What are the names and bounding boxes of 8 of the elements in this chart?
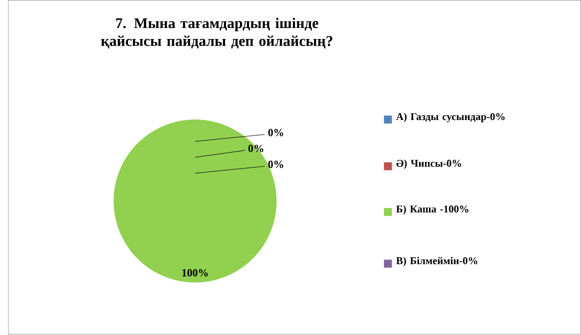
legend-label: Б) Каша -100% <box>396 205 468 215</box>
legend-label: А) Газды сусындар-0% <box>396 113 505 122</box>
data-label: 100% <box>182 269 208 277</box>
chart-title: 7. Мына тағамдардың ішінде қайсысы пайдалы деп ойлайсың? <box>101 18 332 49</box>
text: 0% <box>268 160 284 168</box>
legend-label: В) Білмеймін-0% <box>396 257 478 267</box>
legend-label: Ә) Чипсы-0% <box>396 160 462 170</box>
text: 0% <box>268 129 284 136</box>
